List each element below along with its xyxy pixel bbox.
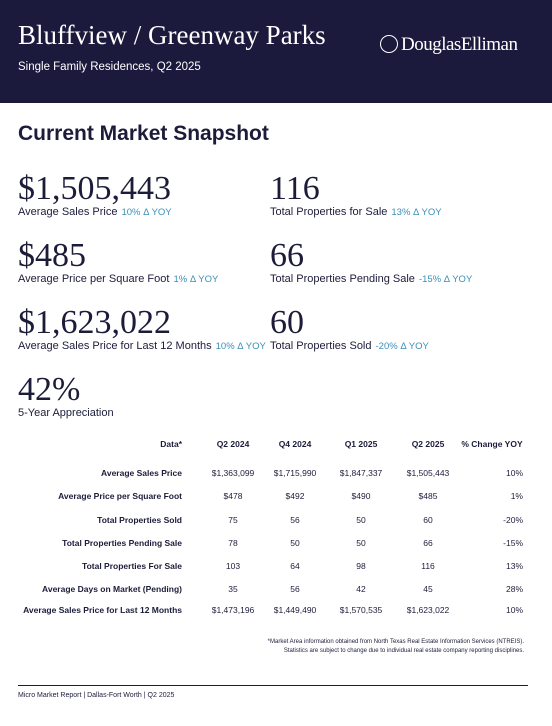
stat-value: $1,623,022: [18, 304, 171, 341]
header-band: [0, 0, 552, 103]
stat-change: -15% Δ YOY: [418, 274, 473, 285]
table-header: Data*: [160, 439, 182, 449]
stat-change: 10% Δ YOY: [215, 341, 266, 352]
table-header: Q4 2024: [278, 439, 312, 449]
stat-value: $485: [18, 237, 86, 274]
logo-mark: [380, 35, 398, 53]
table-cell: $492: [285, 491, 305, 501]
stat-label: Total Properties Sold -20% Δ YOY: [270, 340, 429, 352]
table-cell: 42: [356, 584, 366, 594]
table-cell: 56: [290, 515, 300, 525]
table-cell: 78: [228, 538, 238, 548]
row-label: Average Price per Square Foot: [58, 491, 182, 501]
table-cell: $478: [223, 491, 243, 501]
table-cell: $1,715,990: [273, 468, 317, 478]
table-cell: 35: [228, 584, 238, 594]
table-cell: 64: [290, 561, 300, 571]
table-cell: -20%: [503, 515, 523, 525]
table-cell: 50: [290, 538, 300, 548]
table-cell: 1%: [510, 491, 523, 501]
stat-value: 60: [270, 304, 304, 341]
table-cell: $1,473,196: [211, 605, 255, 615]
row-label: Total Properties For Sale: [82, 561, 182, 571]
stat-label-text: Average Sales Price: [18, 206, 118, 218]
row-label: Average Sales Price: [101, 468, 182, 478]
table-header: Q1 2025: [344, 439, 378, 449]
table-cell: 10%: [505, 468, 523, 478]
table-cell: $1,570,535: [339, 605, 383, 615]
table-cell: $1,623,022: [406, 605, 450, 615]
stat-value: 66: [270, 237, 304, 274]
title: Bluffview / Greenway Parks: [18, 20, 326, 50]
table-cell: 75: [228, 515, 238, 525]
stat-change: 13% Δ YOY: [391, 207, 442, 218]
table-cell: 13%: [505, 561, 523, 571]
table-cell: 60: [423, 515, 433, 525]
footer-rule: [18, 685, 528, 686]
stat-label-text: Total Properties Pending Sale: [270, 273, 415, 285]
stat-change: 1% Δ YOY: [173, 274, 219, 285]
stat-label-text: Average Price per Square Foot: [18, 273, 170, 285]
table-header: Q2 2024: [216, 439, 250, 449]
table-cell: 45: [423, 584, 433, 594]
subtitle: Single Family Residences, Q2 2025: [18, 61, 201, 73]
table-cell: 10%: [505, 605, 523, 615]
table-header: % Change YOY: [461, 439, 523, 449]
footer: Micro Market Report | Dallas-Fort Worth …: [18, 692, 175, 699]
stat-label: Total Properties Pending Sale -15% Δ YOY: [270, 273, 472, 285]
stat-label-text: Total Properties Sold: [270, 340, 372, 352]
stat-label: 5-Year Appreciation: [18, 407, 114, 419]
row-label: Total Properties Sold: [97, 515, 182, 525]
table-cell: 116: [421, 561, 435, 571]
section-title: Current Market Snapshot: [18, 122, 269, 145]
brand: DouglasElliman: [401, 34, 518, 55]
stat-change: -20% Δ YOY: [375, 341, 429, 352]
stat-value: 42%: [18, 371, 81, 408]
table-cell: $1,505,443: [406, 468, 450, 478]
footnote-line: *Market Area information obtained from N…: [267, 639, 524, 645]
table-cell: $1,847,337: [339, 468, 383, 478]
table-cell: $1,363,099: [211, 468, 255, 478]
stat-label: Average Sales Price for Last 12 Months 10…: [18, 340, 266, 352]
footnote-line: Statistics are subject to change due to …: [283, 648, 524, 654]
table-cell: 50: [356, 515, 366, 525]
table-cell: $490: [351, 491, 371, 501]
table-cell: 98: [356, 561, 366, 571]
footnote: *Market Area information obtained from N…: [268, 638, 524, 656]
table-cell: 66: [423, 538, 433, 548]
table-cell: -15%: [503, 538, 523, 548]
stat-value: 116: [270, 170, 320, 207]
stat-value: $1,505,443: [18, 170, 171, 207]
stat-label-text: Total Properties for Sale: [270, 206, 388, 218]
table-cell: $485: [418, 491, 438, 501]
table-cell: 50: [356, 538, 366, 548]
stat-label-text: Average Sales Price for Last 12 Months: [18, 340, 212, 352]
table-cell: 103: [225, 561, 241, 571]
table-cell: $1,449,490: [273, 605, 317, 615]
stat-change: 10% Δ YOY: [121, 207, 172, 218]
row-label: Average Sales Price for Last 12 Months: [23, 605, 182, 615]
table-cell: 28%: [505, 584, 523, 594]
row-label: Average Days on Market (Pending): [42, 584, 182, 594]
row-label: Total Properties Pending Sale: [62, 538, 182, 548]
table-cell: 56: [290, 584, 300, 594]
stat-label: Average Price per Square Foot 1% Δ YOY: [18, 273, 218, 285]
stat-label: Average Sales Price 10% Δ YOY: [18, 206, 172, 218]
stat-label-text: 5-Year Appreciation: [18, 407, 114, 419]
stat-label: Total Properties for Sale 13% Δ YOY: [270, 206, 442, 218]
table-header: Q2 2025: [411, 439, 445, 449]
